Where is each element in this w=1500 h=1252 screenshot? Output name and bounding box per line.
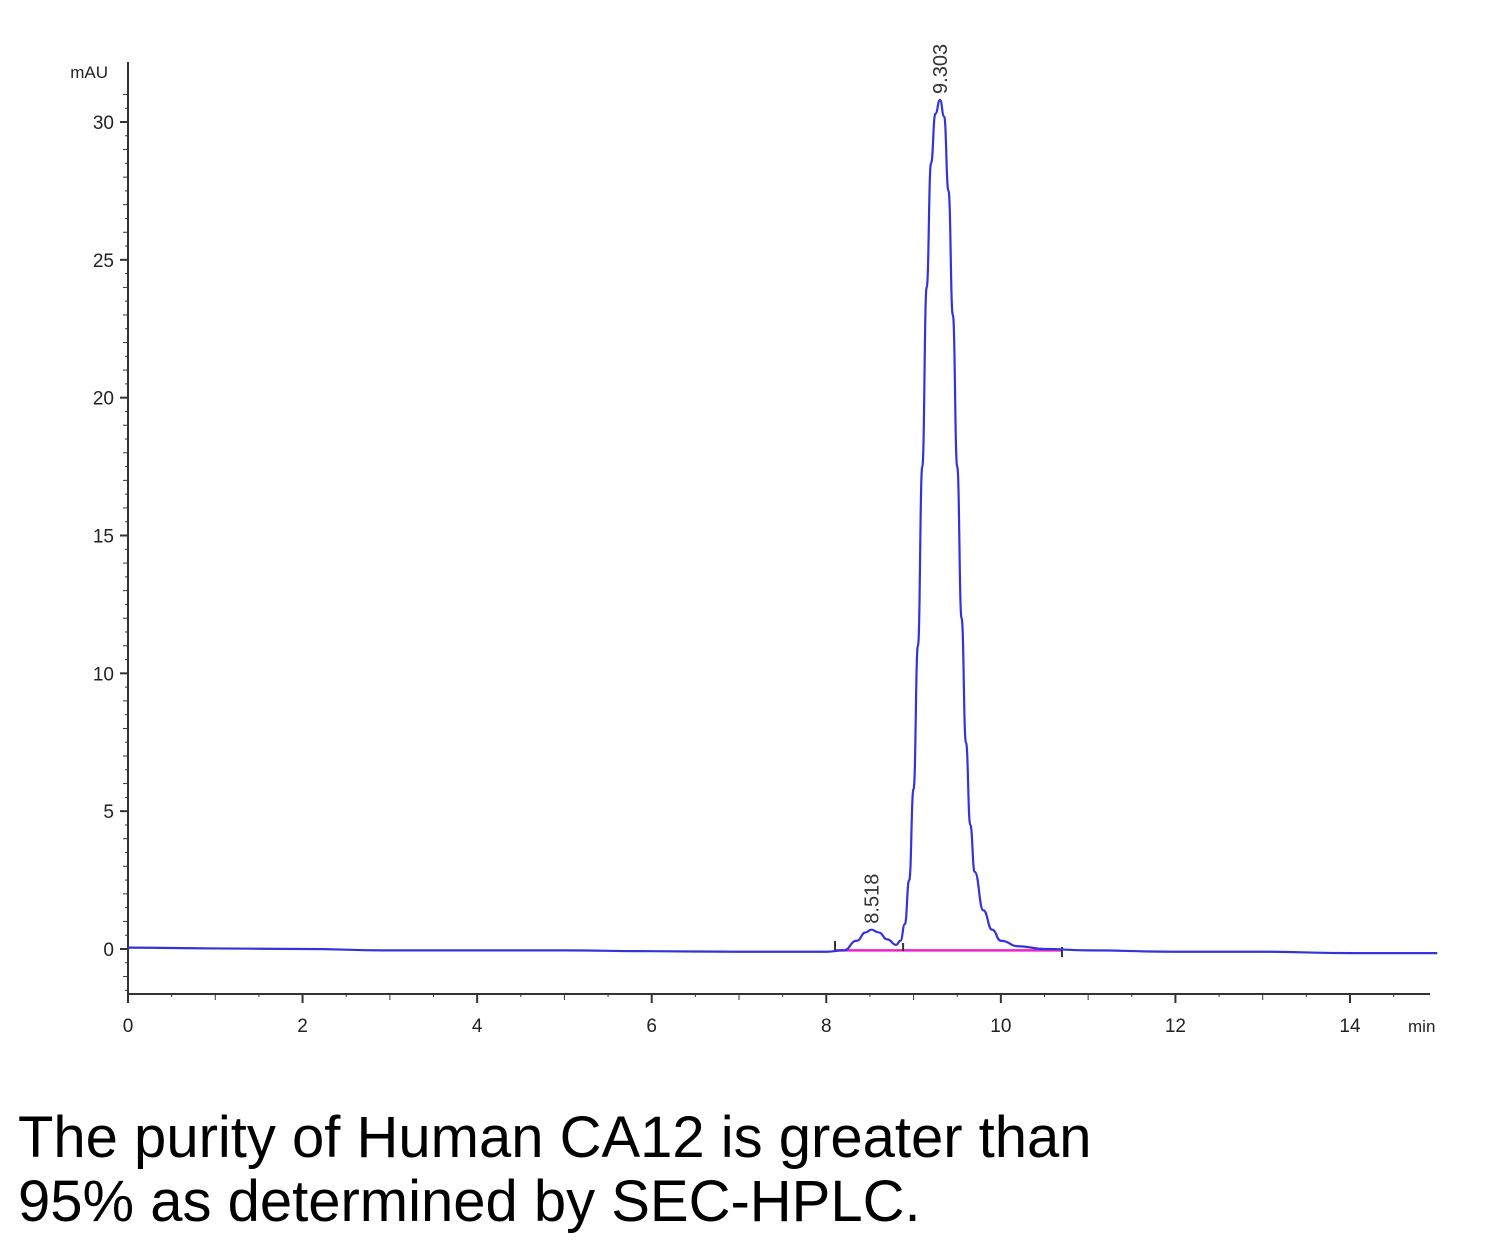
- y-tick-label: 25: [93, 251, 114, 272]
- x-ticks: 0 2 4 6 8 10 12 14: [123, 994, 1395, 1037]
- caption: The purity of Human CA12 is greater than…: [18, 1106, 1478, 1234]
- y-axis-unit-label: mAU: [70, 63, 108, 82]
- peak-label: 9.303: [930, 44, 952, 94]
- y-ticks: 0 5 10 15 20 25 30: [93, 93, 128, 991]
- y-tick-label: 20: [93, 389, 114, 410]
- y-tick-label: 0: [103, 940, 114, 961]
- axes: 0 5 10 15 20 25 30 0 2 4 6 8 10 12 14: [93, 62, 1430, 1037]
- chromatogram-trace: [127, 98, 1438, 955]
- x-tick-label: 14: [1339, 1016, 1361, 1037]
- peak-label: 8.518: [861, 874, 883, 924]
- x-tick-label: 2: [297, 1016, 308, 1037]
- y-tick-label: 10: [93, 664, 114, 685]
- caption-line-2: 95% as determined by SEC-HPLC.: [18, 1169, 921, 1234]
- y-tick-label: 5: [103, 802, 114, 823]
- peak-annotations: 8.518 9.303: [861, 44, 952, 924]
- y-tick-label: 30: [93, 113, 114, 134]
- x-tick-label: 10: [990, 1016, 1011, 1037]
- x-tick-label: 8: [821, 1016, 832, 1037]
- plot-area: [127, 98, 1438, 957]
- x-tick-label: 4: [472, 1016, 483, 1037]
- x-axis-unit-label: min: [1408, 1017, 1435, 1036]
- x-tick-label: 0: [123, 1016, 134, 1037]
- x-tick-label: 12: [1165, 1016, 1186, 1037]
- y-tick-label: 15: [93, 527, 114, 548]
- chromatogram-chart: 0 5 10 15 20 25 30 0 2 4 6 8 10 12 14 mAU min 8.518 9.…: [70, 44, 1438, 1037]
- caption-line-1: The purity of Human CA12 is greater than: [18, 1105, 1092, 1170]
- x-tick-label: 6: [646, 1016, 657, 1037]
